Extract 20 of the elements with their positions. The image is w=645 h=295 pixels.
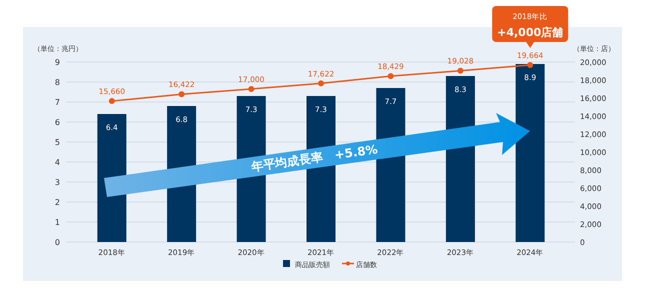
y-tick-label: 5 [54, 138, 60, 147]
y-tick-label: 4 [54, 158, 60, 167]
point [457, 68, 464, 74]
y-tick-label: 7 [54, 98, 60, 107]
y-tick-label: 2 [54, 198, 60, 207]
bar [516, 64, 545, 242]
y-tick-label: 1 [54, 218, 60, 227]
point [318, 80, 324, 86]
point [248, 86, 254, 92]
point [388, 73, 394, 80]
annotation: 年平均成長率 +5.8% [249, 142, 378, 174]
y-tick-label: 9 [54, 58, 60, 67]
y-tick-label: 0 [54, 238, 60, 247]
y-tick-label: 3 [54, 178, 60, 187]
y-tick-label: 8 [54, 78, 60, 87]
point [178, 91, 185, 98]
text: +4,000店舗 [497, 26, 564, 39]
point [527, 62, 534, 68]
point [108, 98, 115, 104]
y-tick-label: 6 [54, 118, 60, 127]
